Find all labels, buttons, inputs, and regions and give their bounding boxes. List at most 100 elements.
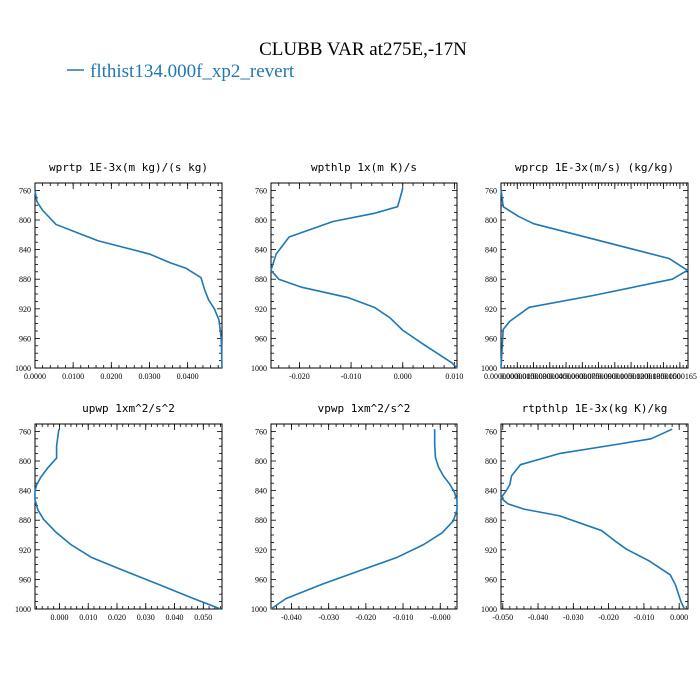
x-tick-label: -0.040 — [528, 613, 549, 622]
plot-frame — [500, 423, 689, 610]
y-tick-label: 800 — [485, 457, 497, 466]
x-tick-label: 0.0000135 — [630, 372, 664, 381]
panel-3: wprcp 1E-3x(m/s) (kg/kg) 760 800 840 880 920 9… — [481, 161, 697, 381]
y-tick-label: 760 — [19, 186, 31, 195]
y-tick-label: 840 — [19, 487, 31, 496]
figure-title: CLUBB VAR at275E,-17N — [259, 39, 467, 60]
series-line — [270, 187, 458, 369]
legend: flthist134.000f_xp2_revert — [67, 61, 295, 82]
y-tick-label: 960 — [255, 575, 267, 584]
series-line — [500, 188, 689, 369]
y-tick-label: 840 — [485, 487, 497, 496]
y-tick-label: 920 — [19, 305, 31, 314]
y-tick-label: 1000 — [481, 605, 497, 614]
plot-frame — [34, 423, 223, 610]
x-tick-label: 0.040 — [166, 613, 184, 622]
series-line — [500, 428, 686, 610]
y-tick-label: 960 — [485, 575, 497, 584]
y-tick-label: 880 — [255, 275, 267, 284]
x-tick-label: -0.040 — [281, 613, 302, 622]
y-tick-label: 960 — [485, 334, 497, 343]
plot-grid: wprtp 1E-3x(m kg)/(s kg) 760 800 840 880 920 9… — [15, 161, 697, 622]
y-tick-label: 760 — [255, 186, 267, 195]
y-tick-label: 840 — [255, 487, 267, 496]
x-tick-label: 0.0000000 — [484, 372, 518, 381]
x-tick-label: -0.020 — [356, 613, 377, 622]
panel-6: rtpthlp 1E-3x(kg K)/kg 760 800 840 880 920 960… — [481, 402, 689, 622]
x-tick-label: 0.0000165 — [663, 372, 697, 381]
x-tick-label: 0.0300 — [138, 372, 160, 381]
y-tick-label: 880 — [255, 516, 267, 525]
x-tick-label: 0.010 — [445, 372, 463, 381]
x-tick-label: 0.010 — [79, 613, 97, 622]
panel-title: wprcp 1E-3x(m/s) (kg/kg) — [515, 161, 674, 174]
panel-title: wprtp 1E-3x(m kg)/(s kg) — [49, 161, 208, 174]
legend-label: flthist134.000f_xp2_revert — [90, 61, 295, 82]
y-tick-label: 800 — [255, 216, 267, 225]
panel-5: vpwp 1xm^2/s^2 760 800 840 880 920 960 1000 -0.0… — [251, 402, 458, 622]
x-tick-label: 0.0000 — [24, 372, 46, 381]
y-tick-label: 1000 — [15, 364, 31, 373]
x-tick-label: 0.0400 — [177, 372, 199, 381]
y-tick-label: 1000 — [481, 364, 497, 373]
y-tick-label: 1000 — [251, 605, 267, 614]
y-tick-label: 960 — [255, 334, 267, 343]
y-tick-label: 920 — [255, 546, 267, 555]
x-tick-label: 0.000 — [394, 372, 412, 381]
series-line — [270, 429, 458, 610]
y-tick-label: 840 — [255, 246, 267, 255]
panel-1: wprtp 1E-3x(m kg)/(s kg) 760 800 840 880 920 9… — [15, 161, 223, 381]
x-tick-label: 0.0000015 — [500, 372, 534, 381]
x-tick-label: 0.020 — [108, 613, 126, 622]
panel-4: upwp 1xm^2/s^2 760 800 840 880 920 960 1000 0.00… — [15, 402, 223, 622]
plot-frame — [270, 182, 458, 369]
y-tick-label: 800 — [255, 457, 267, 466]
y-tick-label: 960 — [19, 334, 31, 343]
panel-2: wpthlp 1x(m K)/s 760 800 840 880 920 960 1000 -0… — [251, 161, 463, 381]
y-tick-label: 800 — [19, 457, 31, 466]
y-tick-label: 880 — [19, 275, 31, 284]
x-tick-label: 0.0000075 — [565, 372, 599, 381]
series-line — [34, 429, 221, 610]
y-tick-label: 880 — [485, 516, 497, 525]
x-tick-label: 0.050 — [194, 613, 212, 622]
x-tick-label: 0.000 — [50, 613, 68, 622]
plot-frame — [34, 182, 223, 369]
x-tick-label: 0.0000090 — [582, 372, 616, 381]
x-tick-label: 0.000 — [670, 613, 688, 622]
y-tick-label: 800 — [19, 216, 31, 225]
y-tick-label: 920 — [19, 546, 31, 555]
y-tick-label: 840 — [19, 246, 31, 255]
x-tick-label: 0.0000060 — [549, 372, 583, 381]
x-tick-label: -0.020 — [598, 613, 619, 622]
y-tick-label: 760 — [19, 427, 31, 436]
x-tick-label: 0.0000150 — [647, 372, 681, 381]
y-tick-label: 920 — [255, 305, 267, 314]
y-tick-label: 920 — [485, 305, 497, 314]
y-tick-label: 760 — [255, 427, 267, 436]
x-tick-label: -0.010 — [634, 613, 655, 622]
x-tick-label: -0.030 — [563, 613, 584, 622]
x-tick-label: 0.0000120 — [614, 372, 648, 381]
y-tick-label: 760 — [485, 186, 497, 195]
y-tick-label: 760 — [485, 427, 497, 436]
x-tick-label: 0.0000045 — [533, 372, 567, 381]
x-tick-label: 0.0100 — [62, 372, 84, 381]
x-tick-label: 0.0000030 — [517, 372, 551, 381]
x-tick-label: -0.000 — [430, 613, 451, 622]
x-tick-label: -0.020 — [289, 372, 310, 381]
y-tick-label: 920 — [485, 546, 497, 555]
y-tick-label: 1000 — [251, 364, 267, 373]
y-tick-label: 880 — [485, 275, 497, 284]
y-tick-label: 960 — [19, 575, 31, 584]
plot-frame — [500, 182, 689, 369]
panel-title: upwp 1xm^2/s^2 — [82, 402, 175, 415]
panel-title: wpthlp 1x(m K)/s — [311, 161, 417, 174]
x-tick-label: -0.010 — [341, 372, 362, 381]
x-tick-label: -0.010 — [393, 613, 414, 622]
x-tick-label: -0.030 — [318, 613, 339, 622]
x-tick-label: -0.050 — [492, 613, 513, 622]
y-tick-label: 880 — [19, 516, 31, 525]
plot-frame — [270, 423, 458, 610]
